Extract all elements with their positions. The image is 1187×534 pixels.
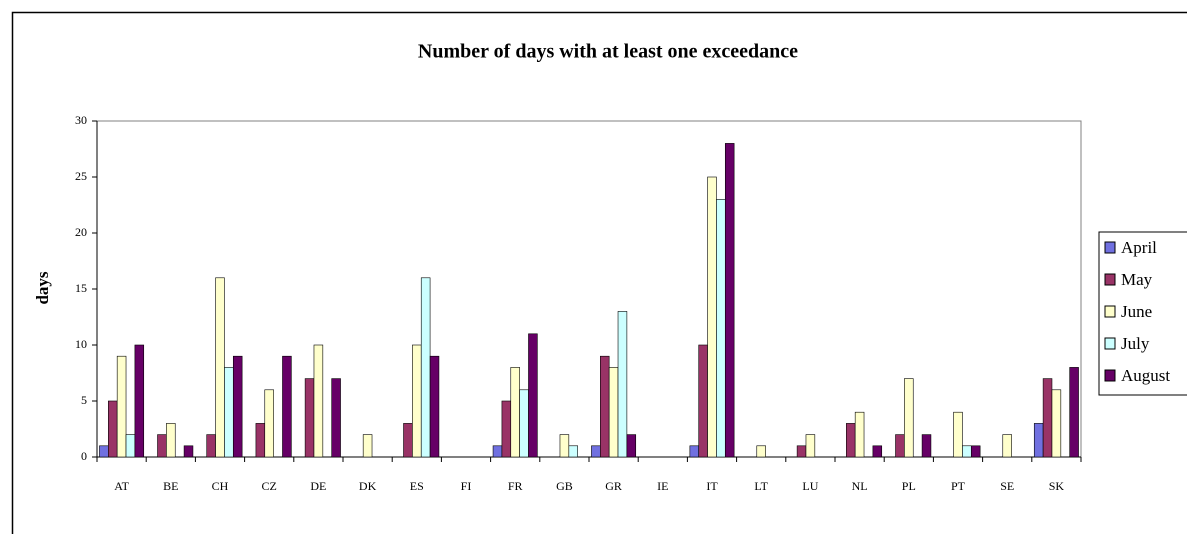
x-tick-label: FR [508, 479, 523, 493]
x-tick-label: SK [1049, 479, 1065, 493]
bar [362, 434, 373, 458]
bar [698, 344, 708, 458]
bar [953, 411, 963, 458]
bar [854, 411, 865, 458]
bar [519, 389, 529, 458]
bar [608, 367, 619, 458]
legend-swatch [1104, 305, 1116, 318]
bar [805, 434, 816, 458]
y-tick-label: 5 [81, 393, 87, 407]
bar [904, 378, 914, 458]
bar [403, 423, 413, 458]
x-tick-label: GR [605, 479, 622, 493]
bar [600, 355, 610, 458]
bar [206, 434, 216, 458]
x-tick-label: ES [410, 479, 424, 493]
bar [626, 434, 637, 458]
bar [510, 367, 520, 458]
legend-swatch [1104, 241, 1116, 254]
legend-label: April [1121, 238, 1157, 257]
y-tick-label: 20 [75, 225, 87, 239]
x-tick-label: SE [1000, 479, 1014, 493]
y-tick-label: 10 [75, 337, 87, 351]
x-tick-label: IE [657, 479, 668, 493]
bar [429, 355, 440, 458]
x-tick-label: PL [902, 479, 916, 493]
bar [420, 277, 431, 458]
legend-label: July [1121, 334, 1150, 353]
bar [846, 423, 856, 458]
bar [724, 143, 735, 458]
legend-label: August [1121, 366, 1170, 385]
bar [970, 445, 981, 458]
bar [412, 344, 422, 458]
x-tick-label: PT [951, 479, 966, 493]
legend-swatch [1104, 369, 1116, 382]
bar [255, 423, 266, 458]
chart-title: Number of days with at least one exceeda… [418, 41, 798, 63]
y-tick-label: 0 [81, 449, 87, 463]
bar [895, 434, 905, 458]
x-tick-label: GB [556, 479, 573, 493]
x-tick-label: CZ [262, 479, 277, 493]
bar [1069, 367, 1079, 458]
bar [1051, 389, 1062, 458]
bar [331, 378, 341, 458]
bar [756, 445, 766, 458]
legend-swatch [1104, 337, 1116, 350]
bar [108, 400, 118, 458]
bar [492, 445, 503, 458]
bar [1042, 378, 1053, 458]
x-tick-label: BE [163, 479, 178, 493]
x-tick-label: CH [212, 479, 229, 493]
bar [707, 176, 717, 458]
bar [872, 445, 883, 458]
bar [689, 445, 700, 458]
bar [528, 333, 538, 458]
bar [304, 378, 315, 458]
x-tick-label: DK [359, 479, 377, 493]
bar [166, 423, 176, 458]
bar [282, 355, 292, 458]
legend-label: May [1121, 270, 1153, 289]
legend-label: June [1121, 302, 1152, 321]
bar [224, 367, 234, 458]
legend-swatch [1104, 273, 1116, 286]
bar [232, 355, 243, 458]
y-axis-label: days [33, 271, 52, 304]
bar [264, 389, 274, 458]
bar [183, 445, 194, 458]
y-tick-label: 15 [75, 281, 87, 295]
x-tick-label: IT [706, 479, 718, 493]
bar [99, 445, 109, 458]
bar [568, 445, 578, 458]
x-tick-label: LU [802, 479, 818, 493]
bar [962, 445, 972, 458]
bar [157, 434, 167, 458]
x-tick-label: AT [114, 479, 129, 493]
bar [617, 311, 628, 458]
y-tick-label: 25 [75, 169, 87, 183]
bar [215, 277, 225, 458]
bar [125, 434, 136, 458]
plot-area [96, 120, 1082, 458]
x-tick-label: FI [461, 479, 472, 493]
x-tick-label: DE [310, 479, 326, 493]
bar [134, 344, 145, 458]
bar [591, 445, 601, 458]
bar [921, 434, 932, 458]
bar [796, 445, 807, 458]
bar [716, 199, 726, 458]
bar [559, 434, 570, 458]
x-tick-label: NL [852, 479, 868, 493]
bar [1033, 423, 1044, 458]
bar [313, 344, 324, 458]
bar [116, 355, 127, 458]
y-tick-label: 30 [75, 113, 87, 127]
bar [1002, 434, 1012, 458]
x-tick-label: LT [754, 479, 768, 493]
bar [501, 400, 512, 458]
